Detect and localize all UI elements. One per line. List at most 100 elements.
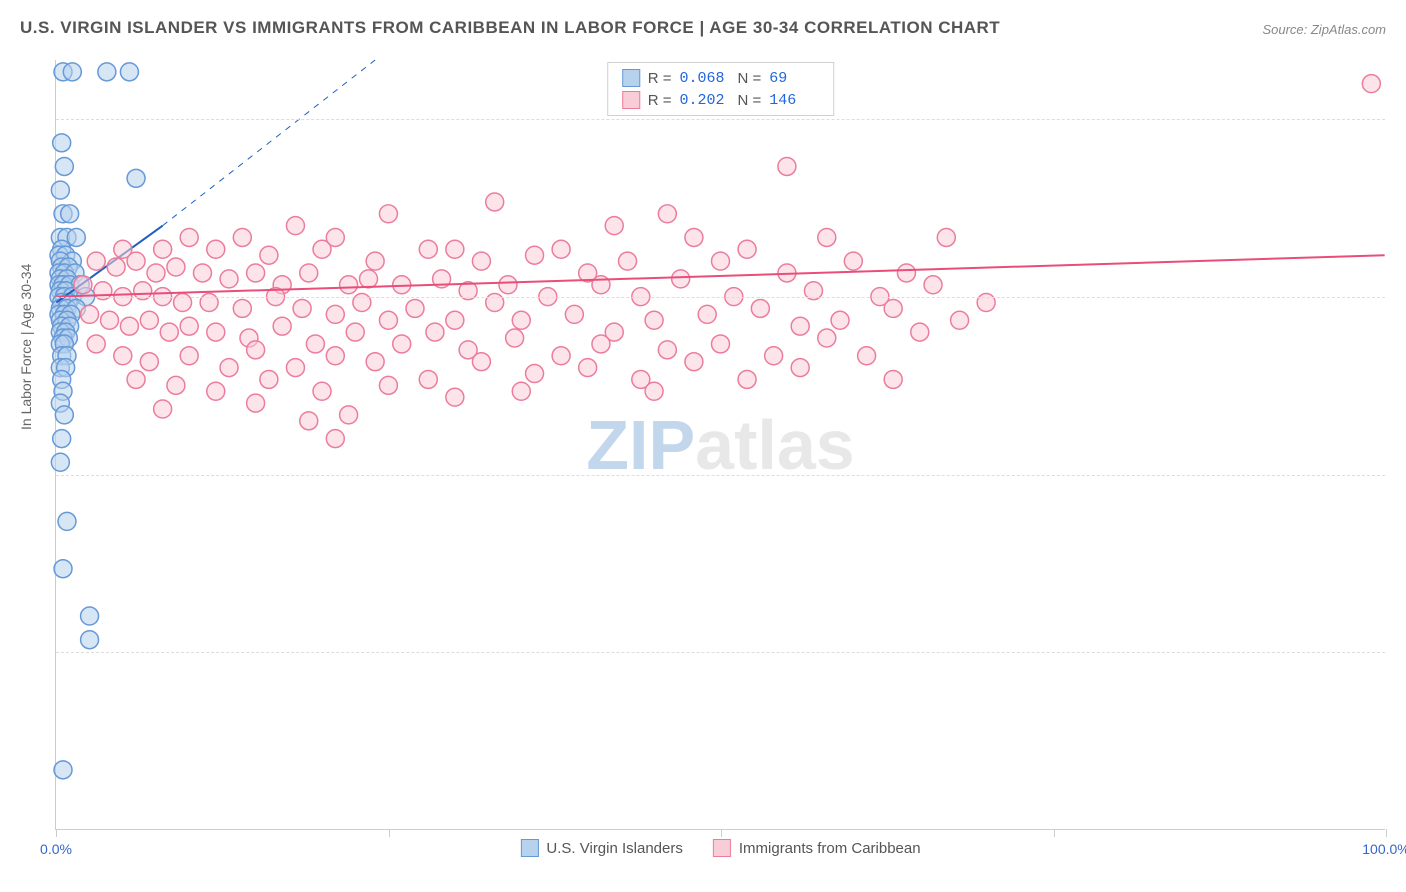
data-point <box>446 240 464 258</box>
gridline-h <box>56 297 1385 298</box>
y-tick-label: 55.0% <box>1395 644 1406 660</box>
data-point <box>167 258 185 276</box>
data-point <box>51 453 69 471</box>
stats-n-val-2: 146 <box>769 92 819 109</box>
stats-r-label-1: R = <box>648 70 672 87</box>
data-point <box>738 370 756 388</box>
data-point <box>207 323 225 341</box>
data-point <box>67 228 85 246</box>
data-point <box>712 252 730 270</box>
stats-n-label-2: N = <box>738 92 762 109</box>
data-point <box>154 240 172 258</box>
data-point <box>98 63 116 81</box>
data-point <box>512 382 530 400</box>
data-point <box>884 299 902 317</box>
y-axis-label: In Labor Force | Age 30-34 <box>18 264 34 430</box>
data-point <box>81 607 99 625</box>
data-point <box>101 311 119 329</box>
data-point <box>81 305 99 323</box>
data-point <box>87 335 105 353</box>
data-point <box>379 376 397 394</box>
data-point <box>61 205 79 223</box>
gridline-h <box>56 652 1385 653</box>
data-point <box>313 240 331 258</box>
data-point <box>366 252 384 270</box>
data-point <box>605 217 623 235</box>
data-point <box>53 430 71 448</box>
data-point <box>273 317 291 335</box>
data-point <box>54 761 72 779</box>
stats-box: R = 0.068 N = 69 R = 0.202 N = 146 <box>607 62 835 116</box>
data-point <box>552 347 570 365</box>
data-point <box>712 335 730 353</box>
data-point <box>778 157 796 175</box>
data-point <box>685 353 703 371</box>
data-point <box>565 305 583 323</box>
data-point <box>120 63 138 81</box>
data-point <box>180 228 198 246</box>
data-point <box>81 631 99 649</box>
stats-n-val-1: 69 <box>769 70 819 87</box>
data-point <box>286 217 304 235</box>
data-point <box>220 359 238 377</box>
data-point <box>58 512 76 530</box>
source-attribution: Source: ZipAtlas.com <box>1262 22 1386 37</box>
plot-area: ZIPatlas R = 0.068 N = 69 R = 0.202 N = … <box>55 60 1385 830</box>
data-point <box>765 347 783 365</box>
legend-swatch-1 <box>520 839 538 857</box>
y-tick-label: 70.0% <box>1395 467 1406 483</box>
data-point <box>313 382 331 400</box>
x-tick <box>56 829 57 837</box>
data-point <box>526 246 544 264</box>
data-point <box>406 299 424 317</box>
data-point <box>897 264 915 282</box>
data-point <box>55 406 73 424</box>
data-point <box>53 134 71 152</box>
data-point <box>127 370 145 388</box>
data-point <box>499 276 517 294</box>
y-tick-label: 85.0% <box>1395 289 1406 305</box>
data-point <box>326 347 344 365</box>
data-point <box>167 376 185 394</box>
data-point <box>393 335 411 353</box>
data-point <box>233 228 251 246</box>
data-point <box>260 370 278 388</box>
data-point <box>114 347 132 365</box>
legend-swatch-2 <box>713 839 731 857</box>
data-point <box>346 323 364 341</box>
data-point <box>1362 75 1380 93</box>
data-point <box>154 400 172 418</box>
data-point <box>54 560 72 578</box>
data-point <box>552 240 570 258</box>
data-point <box>672 270 690 288</box>
data-point <box>340 406 358 424</box>
data-point <box>472 353 490 371</box>
stats-row-1: R = 0.068 N = 69 <box>622 67 820 89</box>
data-point <box>791 317 809 335</box>
y-tick-label: 100.0% <box>1395 111 1406 127</box>
data-point <box>685 228 703 246</box>
legend-label-2: Immigrants from Caribbean <box>739 840 921 857</box>
data-point <box>419 240 437 258</box>
data-point <box>911 323 929 341</box>
data-point <box>180 317 198 335</box>
x-tick <box>721 829 722 837</box>
legend-item-2: Immigrants from Caribbean <box>713 839 921 857</box>
data-point <box>579 359 597 377</box>
data-point <box>220 270 238 288</box>
stats-swatch-1 <box>622 69 640 87</box>
data-point <box>293 299 311 317</box>
data-point <box>738 240 756 258</box>
data-point <box>844 252 862 270</box>
data-point <box>645 311 663 329</box>
data-point <box>446 311 464 329</box>
gridline-h <box>56 475 1385 476</box>
data-point <box>160 323 178 341</box>
correlation-chart-container: U.S. VIRGIN ISLANDER VS IMMIGRANTS FROM … <box>0 0 1406 892</box>
trend-line-extension <box>163 60 376 226</box>
x-tick <box>1054 829 1055 837</box>
data-point <box>247 394 265 412</box>
stats-n-label-1: N = <box>738 70 762 87</box>
data-point <box>645 382 663 400</box>
data-point <box>791 359 809 377</box>
